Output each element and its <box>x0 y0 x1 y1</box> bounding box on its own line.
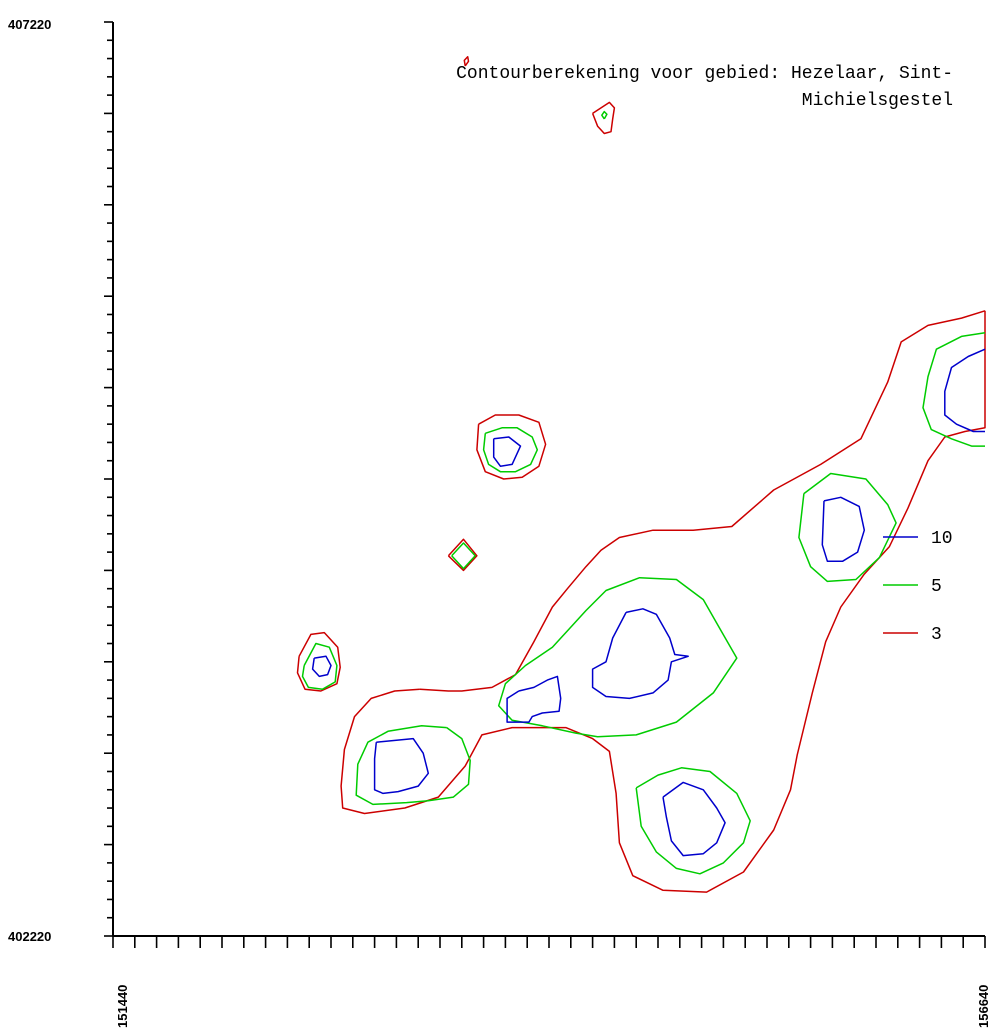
legend: 10 5 3 <box>883 529 953 645</box>
chart-title-line-2: Michielsgestel <box>802 91 953 111</box>
x-axis-ticks <box>112 936 986 948</box>
legend-label-10: 10 <box>931 529 953 549</box>
contour-level-3-12 <box>340 310 986 893</box>
contour-level-3-0 <box>463 55 470 67</box>
y-tick-label-top: 407220 <box>8 17 51 32</box>
chart-title-line-1: Contourberekening voor gebied: Hezelaar,… <box>456 64 953 84</box>
y-tick-label-bottom: 402220 <box>8 929 51 944</box>
contour-level-10-15 <box>506 675 562 723</box>
y-axis-ticks <box>104 21 113 937</box>
contour-lines <box>296 55 986 893</box>
contour-level-5-13 <box>497 576 738 738</box>
contour-level-5-18 <box>635 767 751 875</box>
contour-level-10-19 <box>662 781 726 857</box>
x-axis <box>112 935 986 948</box>
contour-level-5-2 <box>601 110 608 120</box>
contour-level-5-4 <box>301 642 338 690</box>
contour-level-10-14 <box>591 608 689 700</box>
x-tick-label-right: 156640 <box>976 985 991 1028</box>
x-tick-label-left: 151440 <box>115 985 130 1028</box>
contour-level-5-7 <box>482 427 539 473</box>
contour-level-3-1 <box>591 101 616 135</box>
contour-level-5-20 <box>798 472 897 583</box>
contour-level-5-10 <box>451 542 476 570</box>
contour-level-5-22 <box>922 332 986 447</box>
contour-level-10-8 <box>492 436 522 467</box>
contour-level-10-21 <box>821 496 866 563</box>
contour-level-5-16 <box>355 725 471 806</box>
legend-label-5: 5 <box>931 577 942 597</box>
contour-level-10-5 <box>311 655 332 678</box>
contour-level-3-6 <box>476 414 547 480</box>
legend-label-3: 3 <box>931 625 942 645</box>
contour-level-10-17 <box>373 737 430 795</box>
contour-level-3-3 <box>296 631 341 692</box>
contour-level-3-11 <box>419 310 986 692</box>
y-axis <box>104 21 114 937</box>
contour-level-10-23 <box>944 348 986 433</box>
contour-level-3-9 <box>447 538 478 572</box>
